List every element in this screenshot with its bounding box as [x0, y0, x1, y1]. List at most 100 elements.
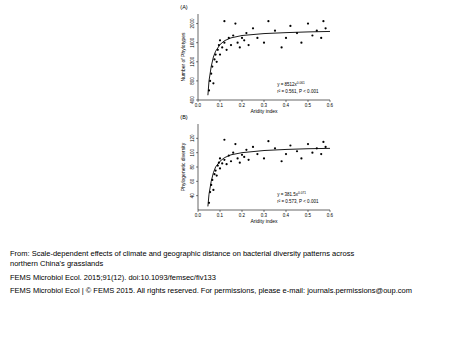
point [226, 163, 228, 165]
point [216, 61, 218, 63]
point [243, 156, 245, 158]
point [263, 157, 265, 159]
y-tick [196, 195, 198, 196]
point [241, 37, 243, 39]
point [232, 152, 234, 154]
x-tick-label: 0.0 [195, 213, 202, 218]
annotation-text: y = 381.5x [277, 192, 299, 197]
caption-line: From: Scale-dependent effects of climate… [10, 249, 354, 258]
annotation-superscript: 0.061 [297, 81, 305, 85]
point [245, 32, 247, 34]
annotation-text: y = 8512x [277, 82, 297, 87]
point [320, 153, 322, 155]
x-tick-label: 0.1 [217, 213, 224, 218]
point [239, 46, 241, 48]
annotation-superscript: 0.071 [298, 191, 306, 195]
point [322, 20, 324, 22]
x-tick [264, 100, 265, 102]
y-axis-title: Number of Phylotypes [180, 32, 186, 82]
caption-line: FEMS Microbiol Ecol. 2015;91(12). doi:10… [10, 273, 216, 282]
x-tick-label: 0.2 [239, 103, 246, 108]
point [296, 150, 298, 152]
x-tick [330, 210, 331, 212]
y-tick-label: 1600 [190, 37, 195, 48]
point [216, 175, 218, 177]
x-tick [308, 100, 309, 102]
x-axis-title: Aridity index [250, 108, 278, 114]
point [219, 54, 221, 56]
point [311, 34, 313, 36]
x-tick-label: 0.2 [239, 213, 246, 218]
x-tick-label: 0.6 [327, 213, 334, 218]
point [300, 157, 302, 159]
y-tick-label: 800 [190, 77, 195, 85]
y-axis [198, 14, 199, 100]
point [325, 27, 327, 29]
point [245, 149, 247, 151]
point [274, 30, 276, 32]
x-tick [220, 100, 221, 102]
x-tick-label: 0.6 [327, 103, 334, 108]
point [289, 144, 291, 146]
x-tick-label: 0.5 [305, 103, 312, 108]
point [234, 143, 236, 145]
y-tick [196, 80, 198, 81]
y-tick [196, 42, 198, 43]
point [281, 160, 283, 162]
point [213, 58, 215, 60]
point [213, 173, 215, 175]
point [285, 153, 287, 155]
annotation-text: r² = 0.573, P < 0.001 [277, 199, 319, 204]
y-tick-label: 80 [190, 164, 195, 170]
plot-area [208, 139, 330, 207]
fit-line [208, 148, 330, 206]
x-tick [330, 100, 331, 102]
y-tick [196, 138, 198, 139]
point [267, 20, 269, 22]
y-tick [196, 100, 198, 101]
point [243, 39, 245, 41]
x-tick-label: 0.4 [283, 213, 290, 218]
y-tick [196, 23, 198, 24]
point [307, 143, 309, 145]
point [219, 157, 221, 159]
x-tick [220, 210, 221, 212]
x-tick-label: 0.1 [217, 103, 224, 108]
point [212, 189, 214, 191]
point [248, 44, 250, 46]
point [289, 25, 291, 27]
point [311, 152, 313, 154]
point [223, 20, 225, 22]
x-tick-label: 0.0 [195, 103, 202, 108]
annotation: y = 8512x0.061 [277, 81, 305, 87]
point [285, 37, 287, 39]
fit-line [208, 31, 330, 95]
x-tick [242, 100, 243, 102]
annotation: r² = 0.561, P < 0.001 [277, 89, 319, 94]
x-tick-label: 0.5 [305, 213, 312, 218]
point [232, 34, 234, 36]
point [320, 37, 322, 39]
point [263, 42, 265, 44]
y-tick [196, 61, 198, 62]
y-tick [196, 152, 198, 153]
point [274, 147, 276, 149]
point [252, 27, 254, 29]
caption-line: FEMS Microbiol Ecol | © FEMS 2015. All r… [10, 286, 412, 295]
panel-label: (B) [180, 114, 188, 120]
panel: (A)0.00.10.20.30.40.50.64008001200160020… [180, 4, 334, 114]
point [219, 167, 221, 169]
y-tick-label: 2000 [190, 18, 195, 29]
y-tick-label: 40 [190, 193, 195, 199]
point [237, 157, 239, 159]
point [325, 146, 327, 148]
point [252, 146, 254, 148]
point [230, 44, 232, 46]
x-tick [286, 210, 287, 212]
point [248, 159, 250, 161]
x-tick [264, 210, 265, 212]
x-tick [198, 210, 199, 212]
point [219, 39, 221, 41]
x-tick [198, 100, 199, 102]
y-tick-label: 120 [190, 134, 195, 142]
